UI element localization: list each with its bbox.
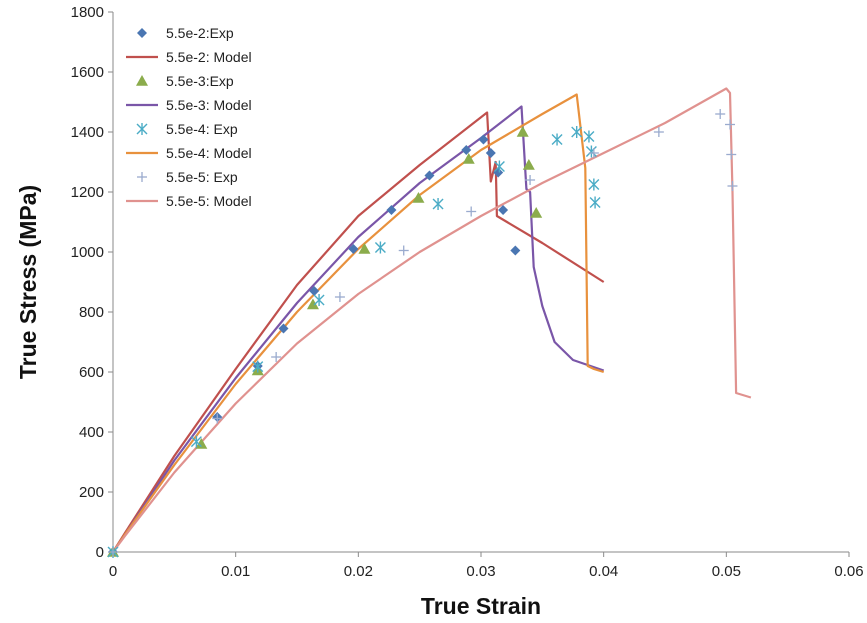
data-point (585, 145, 597, 158)
legend-label: 5.5e-5: Exp (166, 169, 238, 185)
data-point (653, 127, 664, 137)
x-tick-label: 0.01 (221, 563, 250, 580)
y-tick-label: 1000 (71, 244, 104, 261)
data-point (588, 178, 600, 191)
legend-entry: 5.5e-4: Model (126, 145, 252, 161)
data-point (726, 149, 737, 160)
y-tick-label: 400 (79, 424, 104, 441)
legend-label: 5.5e-2:Exp (166, 25, 234, 41)
legend-entry: 5.5e-5: Exp (137, 169, 238, 185)
data-point (583, 130, 595, 143)
legend-marker-swatch (137, 28, 147, 38)
data-point (432, 198, 444, 210)
data-point (551, 133, 563, 146)
series-layer (107, 87, 752, 558)
data-point (412, 192, 425, 203)
data-point (510, 245, 521, 256)
data-point (374, 241, 386, 254)
legend-entry: 5.5e-5: Model (126, 193, 252, 209)
legend-marker-swatch (136, 75, 148, 86)
data-point (424, 170, 435, 181)
data-point (522, 159, 535, 170)
data-point (313, 294, 325, 306)
y-tick-label: 600 (79, 364, 104, 381)
data-point (727, 181, 738, 191)
data-point (530, 207, 543, 218)
series-markers (108, 109, 738, 557)
data-point (398, 245, 409, 256)
data-point (725, 119, 736, 130)
data-point (462, 153, 475, 164)
data-point (212, 413, 223, 424)
data-point (278, 323, 289, 334)
data-point (271, 352, 282, 362)
legend-label: 5.5e-3:Exp (166, 73, 234, 89)
y-tick-label: 1600 (71, 64, 104, 81)
legend-entry: 5.5e-3:Exp (136, 73, 234, 89)
data-point (525, 175, 536, 185)
data-point (386, 205, 397, 215)
y-axis: 0 200 400 600 800 1000 1200 1400 1600 1800 (71, 4, 114, 561)
data-point (108, 547, 118, 557)
data-point (516, 126, 529, 137)
series-line (112, 87, 752, 553)
series-markers (107, 126, 601, 558)
x-tick-label: 0.04 (589, 563, 618, 580)
data-point (715, 109, 726, 119)
data-point (478, 134, 489, 145)
x-tick-label: 0.05 (712, 563, 741, 580)
legend-entry: 5.5e-4: Exp (136, 121, 238, 137)
series-markers (107, 126, 543, 557)
data-point (589, 196, 601, 209)
legend-label: 5.5e-2: Model (166, 49, 252, 65)
y-tick-label: 800 (79, 304, 104, 321)
x-tick-label: 0.03 (466, 563, 495, 580)
y-tick-label: 1400 (71, 124, 104, 141)
series-line (112, 105, 605, 553)
data-point (461, 145, 472, 155)
series-line (112, 111, 605, 553)
data-point (190, 435, 202, 448)
data-point (195, 438, 208, 449)
data-point (588, 148, 599, 158)
legend-entry: 5.5e-2: Model (126, 49, 252, 65)
legend-entry: 5.5e-3: Model (126, 97, 252, 113)
legend-label: 5.5e-3: Model (166, 97, 252, 113)
data-point (334, 292, 345, 302)
y-tick-label: 0 (96, 544, 104, 561)
data-point (498, 205, 509, 215)
x-axis-title: True Strain (421, 593, 541, 619)
data-point (485, 148, 496, 158)
x-tick-label: 0.06 (834, 563, 863, 580)
legend: 5.5e-2:Exp 5.5e-2: Model 5.5e-3:Exp 5.5e-3:… (126, 25, 252, 209)
y-axis-title: True Stress (MPa) (15, 185, 41, 379)
data-point (252, 360, 264, 373)
x-tick-label: 0.02 (344, 563, 373, 580)
y-tick-label: 200 (79, 484, 104, 501)
legend-label: 5.5e-5: Model (166, 193, 252, 209)
y-tick-label: 1800 (71, 4, 104, 21)
data-point (466, 206, 477, 217)
data-point (358, 243, 371, 254)
y-tick-label: 1200 (71, 184, 104, 201)
data-point (348, 244, 359, 254)
legend-label: 5.5e-4: Exp (166, 121, 238, 137)
legend-entry: 5.5e-2:Exp (137, 25, 234, 41)
series-line (112, 93, 605, 553)
x-tick-label: 0 (109, 563, 117, 580)
legend-marker-swatch (136, 123, 148, 135)
data-point (309, 286, 320, 296)
data-point (493, 160, 505, 173)
data-point (306, 298, 319, 310)
data-point (571, 126, 583, 138)
legend-label: 5.5e-4: Model (166, 145, 252, 161)
x-axis: 0 0.01 0.02 0.03 0.04 0.05 0.06 (109, 551, 864, 580)
legend-marker-swatch (137, 172, 147, 182)
